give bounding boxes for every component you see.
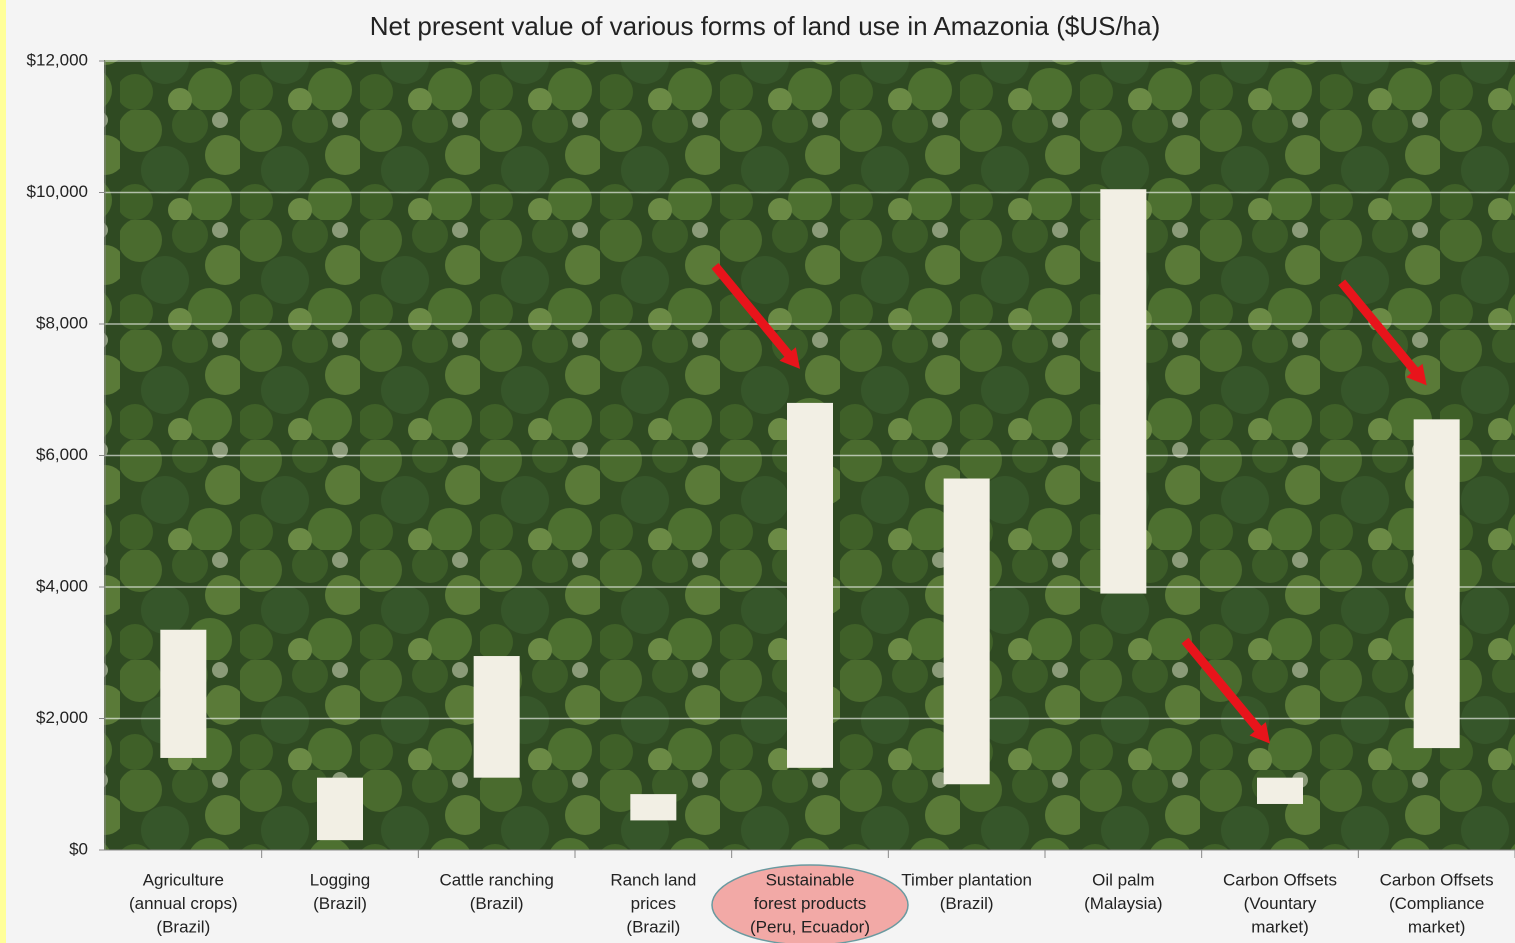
range-bar xyxy=(160,630,206,758)
chart: Net present value of various forms of la… xyxy=(0,0,1515,943)
x-tick-label: Carbon Offsets xyxy=(1223,870,1337,889)
x-tick-label: Agriculture xyxy=(143,870,224,889)
range-bar xyxy=(1257,778,1303,804)
x-tick-label: (Malaysia) xyxy=(1084,894,1162,913)
x-tick-label: Ranch land xyxy=(610,870,696,889)
y-tick-label: $6,000 xyxy=(36,445,88,464)
y-tick-label: $2,000 xyxy=(36,708,88,727)
range-bar xyxy=(1100,189,1146,593)
y-tick-label: $4,000 xyxy=(36,576,88,595)
x-tick-label: (Brazil) xyxy=(470,894,524,913)
x-tick-label: (annual crops) xyxy=(129,894,238,913)
chart-title: Net present value of various forms of la… xyxy=(370,11,1161,41)
x-tick-label: forest products xyxy=(754,894,866,913)
x-tick-label: Carbon Offsets xyxy=(1380,870,1494,889)
x-tick-label: prices xyxy=(631,894,676,913)
y-tick-label: $0 xyxy=(69,839,88,858)
x-tick-label: Oil palm xyxy=(1092,870,1154,889)
page: {"chart_data": { "type": "range-bar", "t… xyxy=(0,0,1515,943)
x-tick-label: market) xyxy=(1251,917,1309,936)
range-bar xyxy=(317,778,363,840)
x-tick-label: Timber plantation xyxy=(901,870,1032,889)
x-tick-label: Sustainable xyxy=(766,870,855,889)
x-tick-label: (Brazil) xyxy=(626,917,680,936)
x-tick-label: (Brazil) xyxy=(156,917,210,936)
x-tick-label: (Peru, Ecuador) xyxy=(750,917,870,936)
x-tick-label: (Vountary xyxy=(1244,894,1317,913)
range-bar xyxy=(944,479,990,785)
range-bar xyxy=(787,403,833,768)
range-bar xyxy=(474,656,520,778)
x-tick-label: (Brazil) xyxy=(940,894,994,913)
x-tick-label: (Brazil) xyxy=(313,894,367,913)
range-bar xyxy=(1414,419,1460,748)
x-tick-label: Logging xyxy=(310,870,371,889)
x-tick-label: Cattle ranching xyxy=(439,870,553,889)
range-bar xyxy=(630,794,676,820)
y-tick-label: $8,000 xyxy=(36,313,88,332)
axis-band xyxy=(6,0,104,943)
x-tick-label: (Compliance xyxy=(1389,894,1484,913)
y-tick-label: $10,000 xyxy=(27,182,88,201)
x-tick-label: market) xyxy=(1408,917,1466,936)
y-tick-label: $12,000 xyxy=(27,50,88,69)
